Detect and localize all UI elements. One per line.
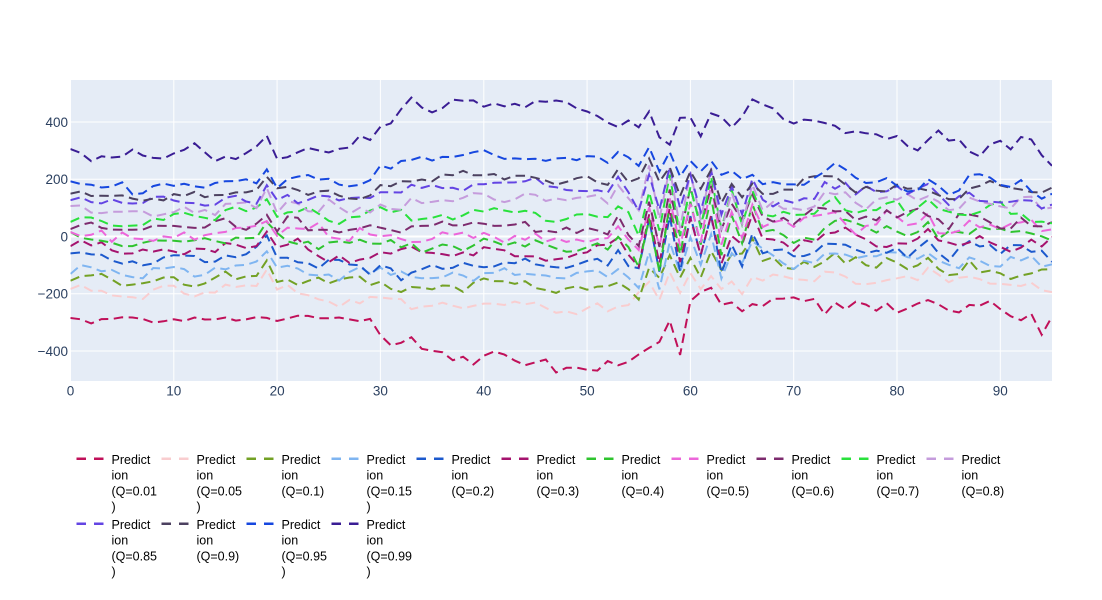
svg-text:10: 10: [166, 384, 181, 399]
svg-text:80: 80: [889, 384, 904, 399]
svg-text:40: 40: [476, 384, 491, 399]
svg-text:−400: −400: [38, 344, 68, 359]
svg-text:0: 0: [60, 229, 68, 244]
svg-text:400: 400: [45, 115, 68, 130]
svg-text:90: 90: [993, 384, 1008, 399]
svg-text:30: 30: [373, 384, 388, 399]
svg-text:200: 200: [45, 172, 68, 187]
svg-text:60: 60: [683, 384, 698, 399]
svg-text:0: 0: [67, 384, 75, 399]
svg-text:20: 20: [270, 384, 285, 399]
svg-text:−200: −200: [38, 287, 68, 302]
svg-text:70: 70: [786, 384, 801, 399]
svg-text:50: 50: [580, 384, 595, 399]
